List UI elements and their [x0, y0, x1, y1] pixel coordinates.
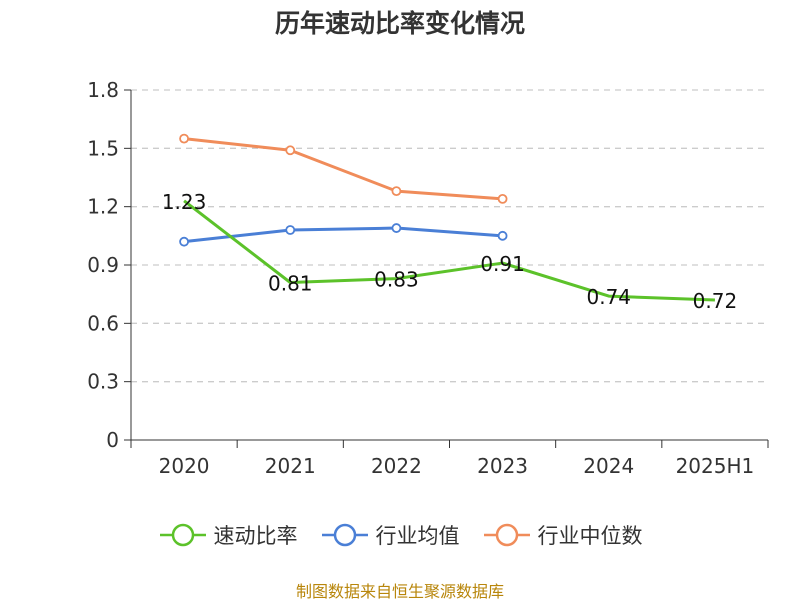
legend-item[interactable]: 行业均值: [320, 520, 460, 550]
data-label: 0.91: [480, 252, 525, 276]
legend-label: 行业均值: [375, 524, 460, 548]
series-line-1: [183, 226, 503, 244]
series-line-0: [183, 199, 715, 302]
data-label: 0.81: [268, 272, 313, 296]
data-point: [285, 145, 296, 156]
x-tick-label: 2025H1: [676, 454, 755, 478]
y-tick-label: 0: [106, 428, 119, 452]
x-tick-label: 2021: [265, 454, 316, 478]
series-line-2: [183, 137, 503, 201]
data-point: [285, 225, 296, 235]
line-chart: 0 0.3 0.6 0.9 1.2 1.5 1.8 2020 2021 2022 2023 2024 2…: [87, 78, 769, 478]
y-tick-label: 1.5: [87, 136, 119, 160]
x-tick-label: 2022: [371, 454, 422, 478]
data-point: [179, 236, 189, 247]
legend-marker-icon: [483, 523, 530, 547]
data-label: 1.23: [162, 190, 207, 214]
legend-item[interactable]: 速动比率: [158, 520, 298, 550]
legend-label: 速动比率: [213, 524, 298, 548]
data-point: [497, 193, 508, 204]
axis-layer: 0 0.3 0.6 0.9 1.2 1.5 1.8 2020 2021 2022 2023 2024 2…: [87, 78, 769, 478]
y-tick-label: 0.9: [87, 253, 119, 277]
x-tick-label: 2020: [159, 454, 210, 478]
y-tick-label: 1.8: [87, 78, 119, 102]
legend-marker-icon: [159, 523, 206, 547]
data-point: [391, 186, 402, 197]
x-tick-label: 2024: [583, 454, 634, 478]
grid-layer: [131, 89, 768, 383]
y-tick-label: 1.2: [87, 195, 119, 219]
source-note: 制图数据来自恒生聚源数据库: [295, 582, 504, 601]
legend: 速动比率 行业均值 行业中位数: [0, 520, 800, 550]
data-point: [391, 223, 402, 233]
legend-label: 行业中位数: [537, 524, 643, 548]
y-tick-label: 0.3: [87, 370, 119, 394]
data-label: 0.74: [586, 285, 631, 309]
data-point: [497, 230, 508, 241]
data-label-layer: 1.23 0.81 0.83 0.91 0.74 0.72: [162, 190, 737, 313]
x-tick-label: 2023: [477, 454, 528, 478]
y-tick-label: 0.6: [87, 311, 119, 335]
series-layer: [179, 133, 715, 302]
data-label: 0.83: [374, 268, 419, 292]
legend-item[interactable]: 行业中位数: [482, 520, 643, 550]
chart-title: 历年速动比率变化情况: [274, 9, 525, 38]
data-label: 0.72: [693, 289, 738, 313]
legend-marker-icon: [321, 523, 368, 547]
data-point: [179, 133, 189, 144]
